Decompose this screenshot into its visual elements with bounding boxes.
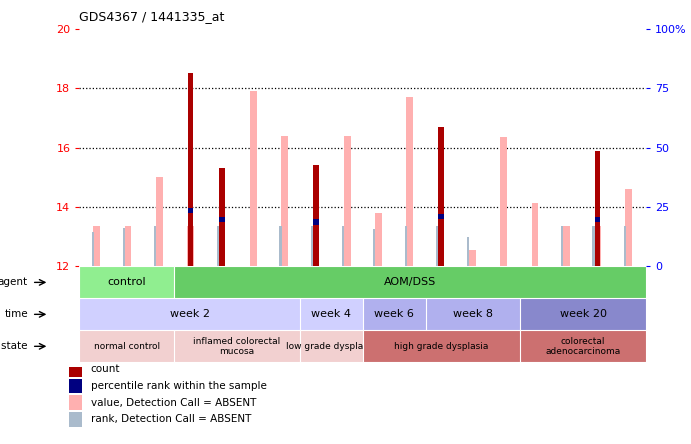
Text: colorectal
adenocarcinoma: colorectal adenocarcinoma <box>545 337 621 356</box>
Bar <box>69 379 82 393</box>
Bar <box>438 127 444 266</box>
Bar <box>594 226 601 266</box>
Text: count: count <box>91 365 120 374</box>
Bar <box>342 226 344 266</box>
Bar <box>625 189 632 266</box>
Text: AOM/DSS: AOM/DSS <box>384 278 436 287</box>
Bar <box>561 226 563 266</box>
Bar <box>69 412 82 427</box>
Text: time: time <box>4 309 28 319</box>
Bar <box>592 226 594 266</box>
Text: week 4: week 4 <box>312 309 351 319</box>
Text: value, Detection Call = ABSENT: value, Detection Call = ABSENT <box>91 398 256 408</box>
Bar <box>312 226 319 266</box>
Bar <box>469 250 476 266</box>
Bar <box>154 226 156 266</box>
Bar <box>219 168 225 266</box>
Bar <box>437 226 444 266</box>
Text: week 2: week 2 <box>170 309 209 319</box>
Bar <box>531 202 538 266</box>
Text: rank, Detection Call = ABSENT: rank, Detection Call = ABSENT <box>91 414 252 424</box>
Bar <box>124 226 131 266</box>
Bar <box>279 226 281 266</box>
Bar <box>188 73 193 266</box>
Bar <box>375 213 382 266</box>
Text: control: control <box>107 278 146 287</box>
Bar <box>500 137 507 266</box>
Bar <box>69 362 82 377</box>
Bar <box>343 136 350 266</box>
Bar <box>219 217 225 222</box>
Bar <box>624 226 626 266</box>
Text: low grade dysplasia: low grade dysplasia <box>286 342 377 351</box>
Bar <box>69 395 82 410</box>
Bar <box>249 91 256 266</box>
Bar <box>281 136 288 266</box>
Text: high grade dysplasia: high grade dysplasia <box>395 342 489 351</box>
Bar <box>562 226 569 266</box>
Text: week 20: week 20 <box>560 309 607 319</box>
Bar <box>218 226 225 266</box>
Text: week 8: week 8 <box>453 309 493 319</box>
Text: inflamed colorectal
mucosa: inflamed colorectal mucosa <box>193 337 281 356</box>
Bar <box>467 237 469 266</box>
Bar <box>156 177 163 266</box>
Bar <box>311 226 313 266</box>
Bar <box>313 166 319 266</box>
Text: agent: agent <box>0 278 28 287</box>
Bar <box>595 151 600 266</box>
Bar <box>373 229 375 266</box>
Bar <box>217 226 219 266</box>
Text: week 6: week 6 <box>375 309 414 319</box>
Bar <box>313 219 319 225</box>
Bar <box>123 228 125 266</box>
Bar <box>188 208 193 213</box>
Bar <box>595 217 600 222</box>
Bar <box>93 226 100 266</box>
Text: disease state: disease state <box>0 341 28 351</box>
Text: GDS4367 / 1441335_at: GDS4367 / 1441335_at <box>79 10 225 23</box>
Bar <box>436 226 438 266</box>
Bar <box>404 226 407 266</box>
Bar <box>438 214 444 219</box>
Bar <box>187 226 194 266</box>
Bar <box>91 232 94 266</box>
Text: percentile rank within the sample: percentile rank within the sample <box>91 381 267 391</box>
Text: normal control: normal control <box>93 342 160 351</box>
Bar <box>406 97 413 266</box>
